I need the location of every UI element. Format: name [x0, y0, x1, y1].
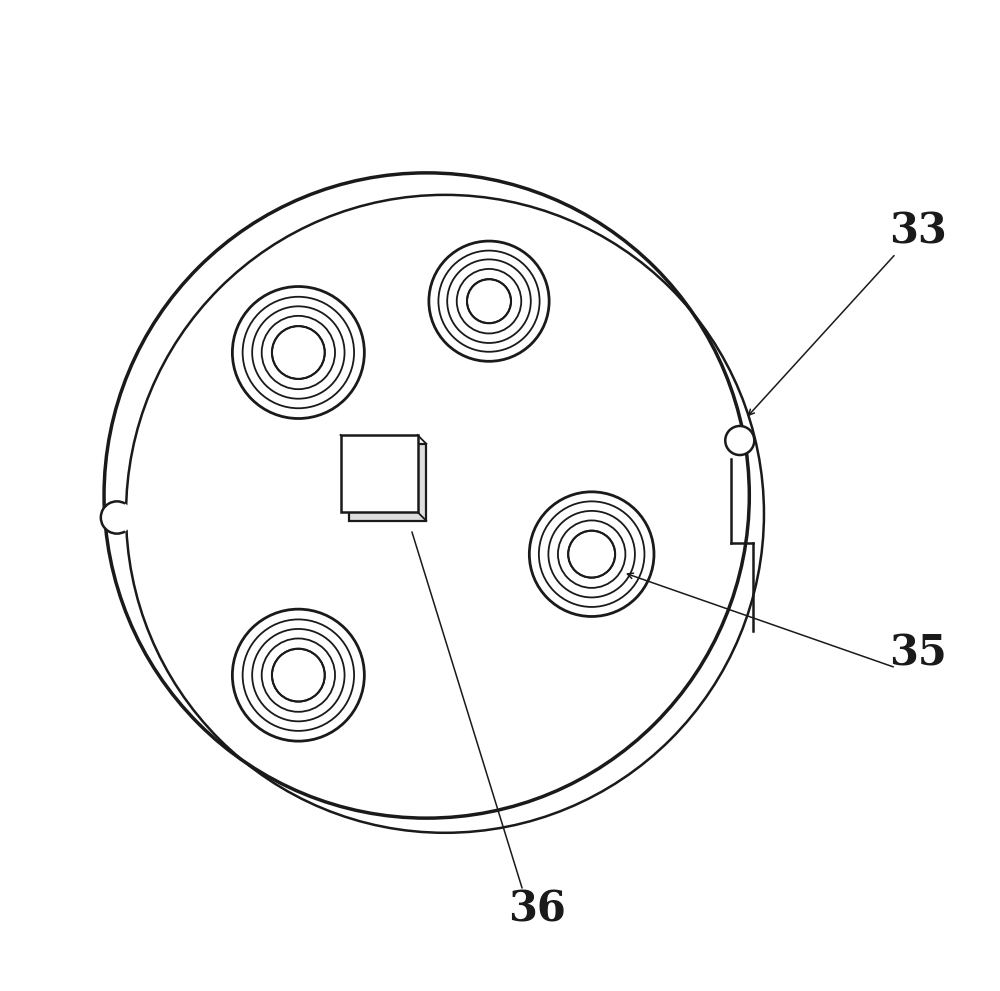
Text: 35: 35 — [889, 632, 947, 674]
Text: 33: 33 — [889, 210, 947, 253]
Circle shape — [272, 326, 325, 379]
Bar — [341, 435, 418, 512]
Circle shape — [104, 172, 749, 819]
Bar — [349, 444, 426, 521]
Circle shape — [467, 279, 511, 323]
Circle shape — [101, 501, 133, 533]
Circle shape — [272, 649, 325, 702]
Text: 36: 36 — [508, 889, 566, 931]
Circle shape — [725, 426, 754, 455]
Circle shape — [568, 531, 615, 578]
